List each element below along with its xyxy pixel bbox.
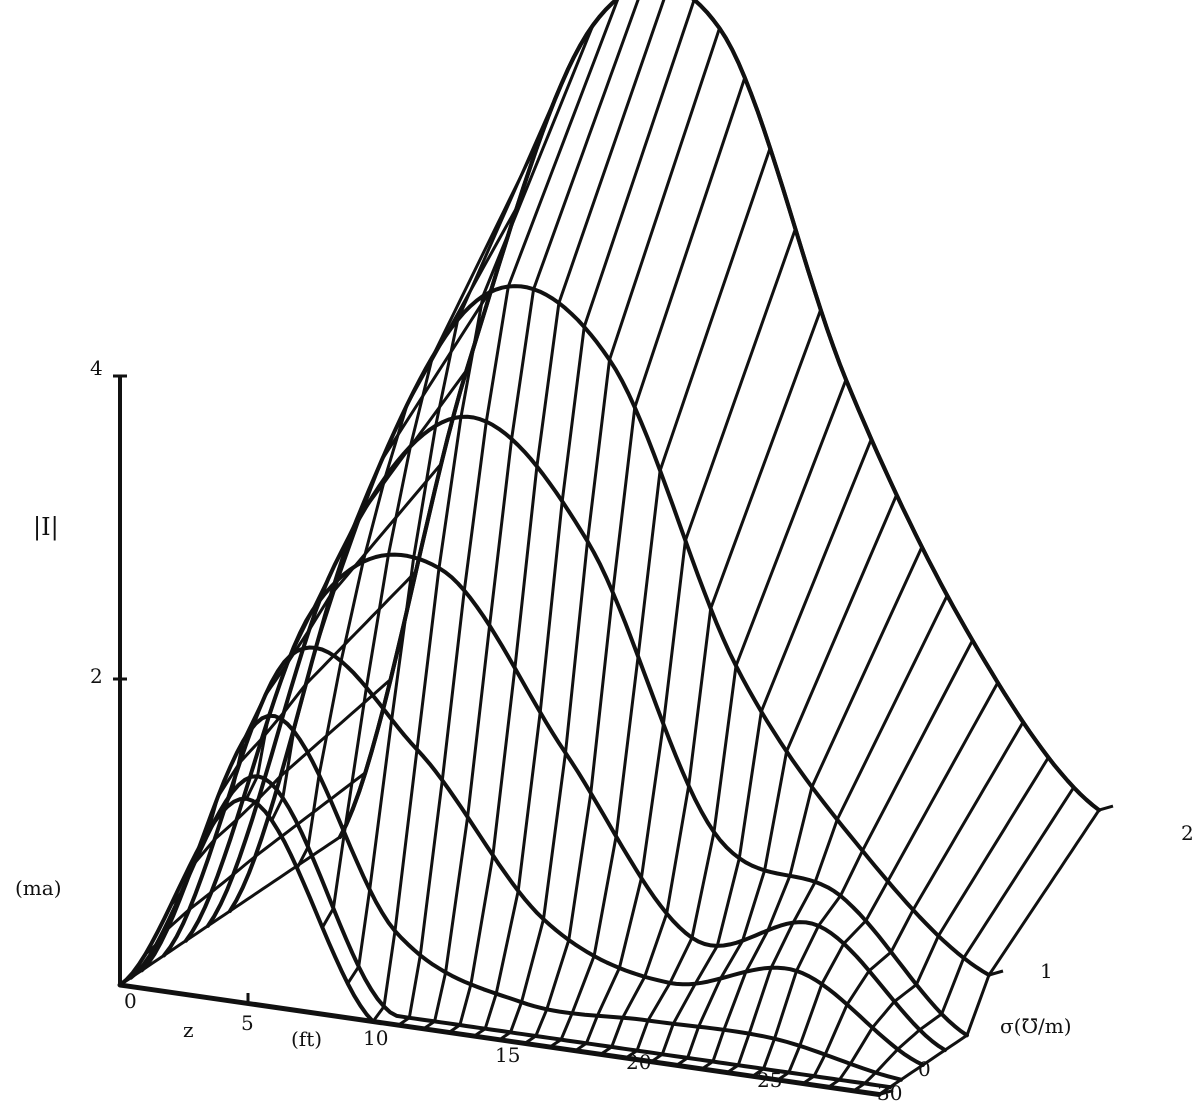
y-axis-label: |I|	[33, 513, 59, 542]
y-tick-label: 2	[90, 664, 103, 688]
depth-axis-label: σ(℧/m)	[1000, 1014, 1072, 1038]
mesh-rib	[245, 368, 468, 801]
x-tick-label: 15	[495, 1043, 520, 1067]
mesh-rib	[776, 681, 1000, 1082]
mesh-rib	[270, 286, 494, 822]
series-line	[162, 645, 925, 1067]
x-tick-label: 0	[124, 989, 137, 1013]
depth-tick-mark	[878, 1089, 894, 1096]
mesh-rib	[801, 720, 1025, 1085]
series-line	[184, 552, 947, 1053]
mesh-rib	[751, 638, 974, 1078]
y-tick-label: 4	[90, 356, 103, 380]
mesh-rib	[472, 0, 696, 1038]
mesh-rib	[498, 26, 721, 1042]
mesh-rib	[143, 771, 367, 956]
mesh-rib	[396, 0, 620, 1027]
mesh-rib	[447, 0, 666, 1034]
mesh-rib	[826, 756, 1050, 1089]
depth-tick-label: 1	[1040, 959, 1053, 983]
series-line	[206, 414, 969, 1038]
depth-tick-label: 0	[918, 1057, 931, 1081]
x-tick-label: 30	[877, 1081, 902, 1104]
x-tick-label: 20	[626, 1050, 651, 1074]
mesh-rib	[422, 0, 640, 1031]
mesh-rib	[219, 462, 443, 815]
x-axis: 0 5 10 15 20 25 30 z (ft)	[124, 989, 902, 1105]
mesh-rib	[675, 493, 899, 1067]
x-tick-label: 25	[757, 1068, 782, 1092]
depth-axis: 0 1 2 σ(℧/m)	[918, 821, 1194, 1081]
mesh-rib	[523, 76, 747, 1045]
surface-back-edge	[338, 0, 1101, 839]
mesh-rib	[624, 378, 848, 1060]
mesh-rib	[599, 308, 823, 1056]
surface-mesh	[117, 0, 1114, 1097]
x-tick-label: 5	[241, 1011, 254, 1035]
y-axis-unit: (ma)	[15, 876, 62, 900]
depth-tick-mark	[988, 969, 1004, 977]
depth-tick-mark	[1098, 804, 1114, 812]
mesh-rib	[346, 68, 570, 985]
x-axis-label: z	[183, 1018, 194, 1042]
depth-tick-label: 2	[1181, 821, 1194, 845]
mesh-rib	[649, 437, 873, 1064]
mesh-rib	[700, 545, 924, 1071]
x-tick-label: 10	[363, 1026, 388, 1050]
y-axis: 4 2 |I| (ma)	[15, 356, 127, 985]
mesh-rib	[169, 678, 393, 908]
mesh-rib	[852, 785, 1076, 1093]
mesh-rib	[295, 205, 519, 870]
x-axis-unit: (ft)	[291, 1027, 322, 1051]
mesh-rib	[548, 146, 772, 1049]
mesh-rib	[371, 23, 595, 1023]
mesh-rib	[573, 227, 797, 1053]
mesh-rib	[725, 594, 949, 1075]
